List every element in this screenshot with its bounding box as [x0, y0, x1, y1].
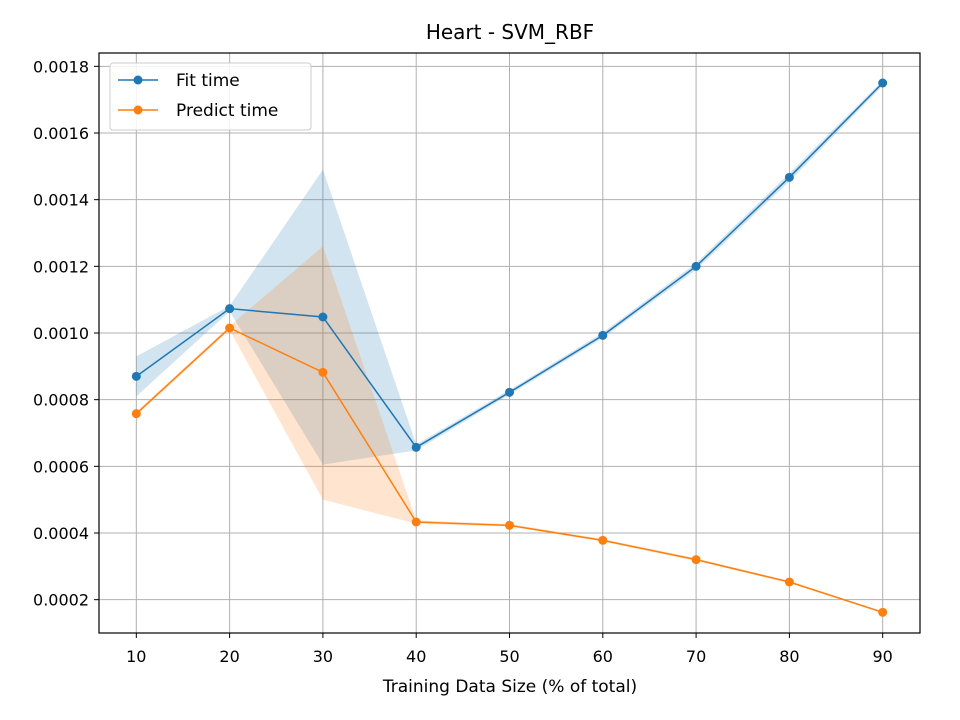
predict-time-point	[318, 367, 328, 377]
y-tick-label: 0.0002	[33, 591, 89, 610]
fit-time-point	[598, 330, 608, 340]
x-tick-label: 60	[593, 647, 613, 666]
y-tick-label: 0.0004	[33, 524, 89, 543]
grid	[99, 53, 920, 633]
x-axis-ticks: 10 20 30 40 50 60 70 80 90	[126, 633, 893, 666]
predict-time-point	[225, 323, 235, 333]
legend-box	[109, 62, 312, 131]
fit-time-point	[411, 442, 421, 452]
predict-time-point	[505, 520, 514, 530]
fit-time-point	[784, 172, 794, 182]
fit-time-point	[318, 312, 328, 322]
y-tick-label: 0.0008	[33, 391, 89, 410]
fit-time-point	[878, 78, 888, 88]
chart-title: Heart - SVM_RBF	[426, 20, 594, 44]
legend: Fit time Predict time	[109, 62, 312, 131]
x-tick-label: 80	[779, 647, 799, 666]
x-tick-label: 20	[219, 647, 239, 666]
predict-time-point	[784, 577, 794, 587]
predict-time-point	[598, 535, 608, 545]
x-tick-label: 50	[499, 647, 519, 666]
fit-time-point	[225, 304, 235, 314]
predict-time-point	[411, 517, 421, 527]
x-tick-label: 30	[313, 647, 333, 666]
fit-time-point	[691, 261, 701, 271]
y-tick-label: 0.0016	[33, 124, 89, 143]
fit-time-point	[131, 371, 141, 381]
y-tick-label: 0.0018	[33, 57, 89, 76]
predict-time-band	[136, 246, 883, 614]
x-tick-label: 70	[686, 647, 706, 666]
legend-predict-label: Predict time	[176, 101, 278, 121]
predict-time-point	[131, 409, 141, 419]
x-tick-label: 40	[406, 647, 426, 666]
legend-fit-label: Fit time	[176, 71, 240, 91]
legend-fit-marker	[133, 75, 143, 85]
y-tick-label: 0.0006	[33, 457, 89, 476]
predict-time-point	[878, 607, 888, 617]
x-axis-label: Training Data Size (% of total)	[382, 677, 637, 697]
y-tick-label: 0.0012	[33, 257, 89, 276]
y-tick-label: 0.0010	[33, 324, 89, 343]
predict-time-point	[691, 555, 701, 565]
fit-time-point	[505, 387, 514, 397]
x-tick-label: 10	[126, 647, 146, 666]
legend-predict-marker	[133, 105, 143, 115]
series-points	[131, 78, 888, 617]
x-tick-label: 90	[873, 647, 893, 666]
y-axis-ticks: 0.0002 0.0004 0.0006 0.0008 0.0010 0.0012 0.00…	[33, 57, 99, 610]
y-tick-label: 0.0014	[33, 191, 89, 210]
